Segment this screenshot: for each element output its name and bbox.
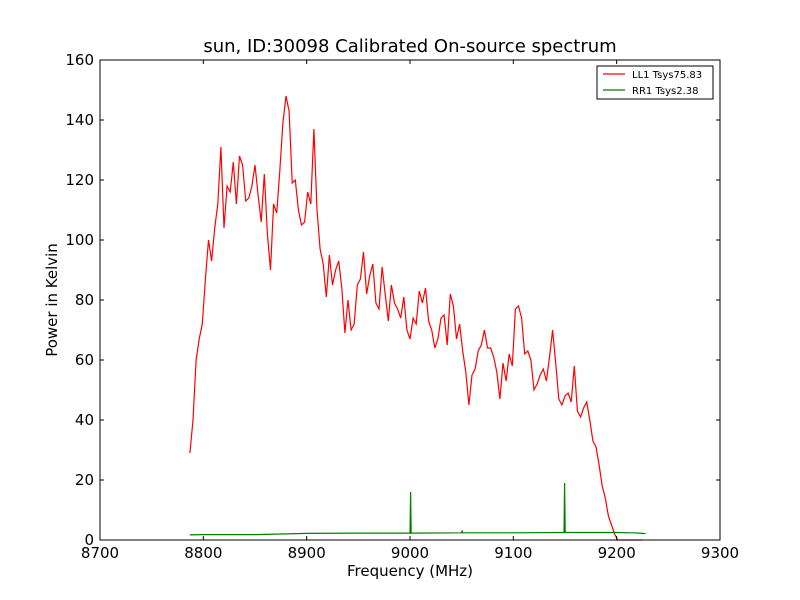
x-tick-label: 8700 [81, 544, 119, 562]
y-tick-label: 20 [75, 471, 94, 489]
x-axis-ticks: 8700 8800 8900 9000 9100 9200 9300 [81, 60, 739, 562]
legend-label-1: LL1 Tsys75.83 [632, 70, 702, 81]
legend-box [596, 65, 714, 100]
series-layer [189, 95, 646, 541]
y-tick-label: 120 [65, 171, 94, 189]
y-axis-ticks: 0 20 40 60 80 100 120 140 160 [65, 51, 720, 549]
y-tick-label: 100 [65, 231, 94, 249]
legend-label-2: RR1 Tsys2.38 [632, 86, 699, 97]
series-line-1 [189, 95, 643, 541]
x-tick-label: 8900 [288, 544, 326, 562]
x-tick-label: 9100 [494, 544, 532, 562]
y-tick-label: 80 [75, 291, 94, 309]
series-line-2 [189, 482, 646, 536]
x-tick-label: 8800 [184, 544, 222, 562]
y-tick-label: 140 [65, 111, 94, 129]
y-axis-label: Power in Kelvin [43, 243, 61, 357]
x-tick-label: 9000 [391, 544, 429, 562]
legend: LL1 Tsys75.83 RR1 Tsys2.38 [596, 65, 714, 100]
x-tick-label: 9300 [701, 544, 739, 562]
y-tick-label: 0 [84, 531, 94, 549]
chart-title: sun, ID:30098 Calibrated On-source spect… [203, 36, 616, 57]
plot-frame [99, 59, 721, 541]
y-tick-label: 160 [65, 51, 94, 69]
x-axis-label: Frequency (MHz) [347, 562, 473, 580]
x-tick-label: 9200 [598, 544, 636, 562]
y-tick-label: 40 [75, 411, 94, 429]
y-tick-label: 60 [75, 351, 94, 369]
